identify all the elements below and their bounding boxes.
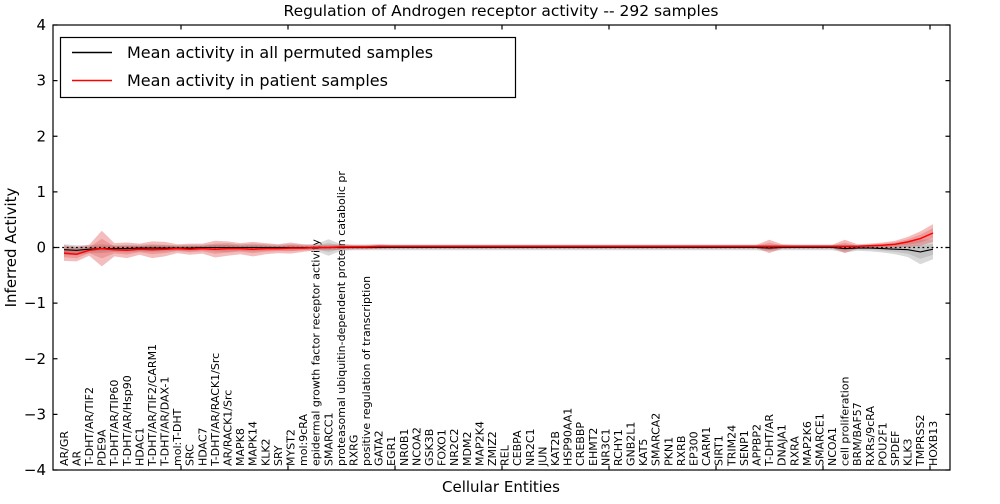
x-tick-label: SENP1 — [738, 430, 751, 466]
y-axis-label: Inferred Activity — [2, 187, 20, 307]
x-tick-label: proteasomal ubiquitin-dependent protein … — [335, 171, 348, 466]
y-tick-label: −4 — [24, 461, 46, 479]
x-tick-label: T-DHT/AR — [763, 414, 776, 467]
x-tick-label: epidermal growth factor receptor activit… — [310, 239, 323, 466]
x-tick-label: FOXO1 — [436, 429, 449, 466]
x-tick-label: positive regulation of transcription — [360, 276, 373, 466]
x-tick-label: CARM1 — [700, 427, 713, 466]
x-tick-label: SIRT1 — [713, 435, 726, 466]
series-line-patient — [63, 232, 934, 255]
plot-area: AR/GR AR T-DHT/AR/TIF2 PDE9A T-DHT/AR/TIP60 T… — [24, 16, 951, 479]
x-tick-label: T-DHT/AR/TIP60 — [108, 380, 121, 467]
x-tick-label: EP300 — [688, 431, 701, 466]
x-tick-label: POU2F1 — [876, 422, 889, 466]
x-tick-label: HOXB13 — [927, 421, 940, 466]
legend-box — [59, 36, 517, 99]
x-tick-label: CEBPA — [511, 430, 524, 466]
x-tick-label: SRC — [184, 444, 197, 466]
x-tick-label: GSK3B — [423, 429, 436, 466]
x-tick-label: T-DHT/AR/DAX-1 — [159, 377, 172, 467]
legend-label-permuted: Mean activity in all permuted samples — [127, 43, 433, 62]
x-tick-label: APPBP2 — [751, 424, 764, 466]
x-axis-label: Cellular Entities — [442, 478, 560, 496]
x-tick-label: NR2C1 — [524, 428, 537, 466]
x-tick-label: JUN — [536, 446, 549, 467]
y-tick-label: −3 — [24, 405, 46, 423]
x-tick-label: REL — [499, 444, 512, 466]
legend-label-patient: Mean activity in patient samples — [127, 71, 388, 90]
x-tick-label: T-DHT/AR/RACK1/Src — [209, 353, 222, 467]
x-tick-label: NR0B1 — [398, 429, 411, 466]
x-tick-label: MDM2 — [461, 432, 474, 466]
x-tick-label: EGR1 — [385, 436, 398, 466]
x-tick-label: HDAC1 — [133, 427, 146, 466]
x-tick-label: DNAJA1 — [776, 424, 789, 466]
x-tick-label: RXRG — [348, 435, 361, 466]
y-tick-label: 1 — [36, 183, 46, 201]
series-line-permuted — [63, 246, 934, 253]
x-tick-label: HSP90AA1 — [562, 408, 575, 466]
x-tick-label: NR3C1 — [599, 428, 612, 466]
x-tick-label: MAPK8 — [234, 428, 247, 466]
x-tick-label: mol:T-DHT — [171, 408, 184, 466]
confidence-band-permuted — [64, 239, 933, 265]
x-tick-label: SMARCC1 — [322, 413, 335, 466]
y-tick-label: 3 — [36, 72, 46, 90]
legend: Mean activity in all permuted samples Me… — [59, 36, 517, 99]
x-tick-label: BRM/BAF57 — [851, 402, 864, 466]
x-tick-label: KLK3 — [902, 438, 915, 466]
x-tick-label: MAP2K6 — [801, 421, 814, 466]
x-tick-label: NCOA1 — [826, 427, 839, 466]
x-tick-label: RXRA — [788, 436, 801, 466]
x-tick-label: KAT2B — [549, 431, 562, 466]
x-tick-label: MAPK14 — [247, 421, 260, 466]
y-tick-label: −1 — [24, 294, 46, 312]
x-tick-label: RXRs/9cRA — [864, 405, 877, 466]
x-tick-label: MAP2K4 — [473, 421, 486, 466]
x-tick-label: KAT5 — [637, 439, 650, 466]
x-tick-label: mol:9cRA — [297, 414, 310, 466]
x-tick-label: T-DHT/AR/TIF2/CARM1 — [146, 344, 159, 467]
x-tick-label: AR/GR — [58, 431, 71, 466]
x-tick-label: SMARCE1 — [814, 413, 827, 466]
x-tick-label: CREBBP — [574, 422, 587, 466]
x-tick-label: RCHY1 — [612, 429, 625, 466]
chart-title: Regulation of Androgen receptor activity… — [284, 2, 719, 20]
x-tick-label: TRIM24 — [725, 425, 738, 467]
x-tick-label: T-DHT/AR/TIF2 — [83, 387, 96, 467]
x-tick-label: KLK2 — [259, 438, 272, 466]
x-tick-label: AR — [70, 450, 83, 466]
y-tick-label: 0 — [36, 239, 46, 257]
x-tick-label: PKN1 — [662, 437, 675, 466]
y-tick-label: −2 — [24, 350, 46, 368]
x-tick-label: MYST2 — [285, 429, 298, 466]
x-tick-label: SRY — [272, 445, 285, 466]
x-tick-label: GATA2 — [373, 430, 386, 466]
x-tick-label: T-DHT/AR/Hsp90 — [121, 375, 134, 467]
x-tick-label: cell proliferation — [839, 376, 852, 466]
x-tick-label: PDE9A — [96, 429, 109, 466]
x-tick-label: GNB2L1 — [625, 422, 638, 466]
x-tick-label: RXRB — [675, 436, 688, 466]
x-tick-label: TMPRSS2 — [914, 415, 927, 467]
y-tick-label: 4 — [36, 16, 46, 34]
x-tick-label: EHMT2 — [587, 428, 600, 466]
x-tick-label: AR/RACK1/Src — [222, 390, 235, 466]
confidence-band-patient — [64, 224, 933, 267]
confidence-band-patient-inner — [64, 228, 933, 259]
y-tick-label: 2 — [36, 127, 46, 145]
x-tick-label: SPDEF — [889, 431, 902, 466]
x-tick-label: NCOA2 — [410, 427, 423, 466]
x-tick-label: ZMIZ2 — [486, 431, 499, 466]
x-tick-label: SMARCA2 — [650, 413, 663, 466]
x-tick-label: HDAC7 — [196, 427, 209, 466]
x-tick-label: NR2C2 — [448, 428, 461, 466]
